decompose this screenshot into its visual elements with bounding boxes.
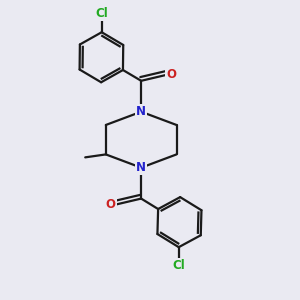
Text: N: N	[136, 105, 146, 118]
Text: Cl: Cl	[172, 259, 185, 272]
Text: Cl: Cl	[95, 7, 108, 20]
Text: O: O	[167, 68, 176, 81]
Text: O: O	[106, 198, 116, 211]
Text: N: N	[136, 161, 146, 174]
